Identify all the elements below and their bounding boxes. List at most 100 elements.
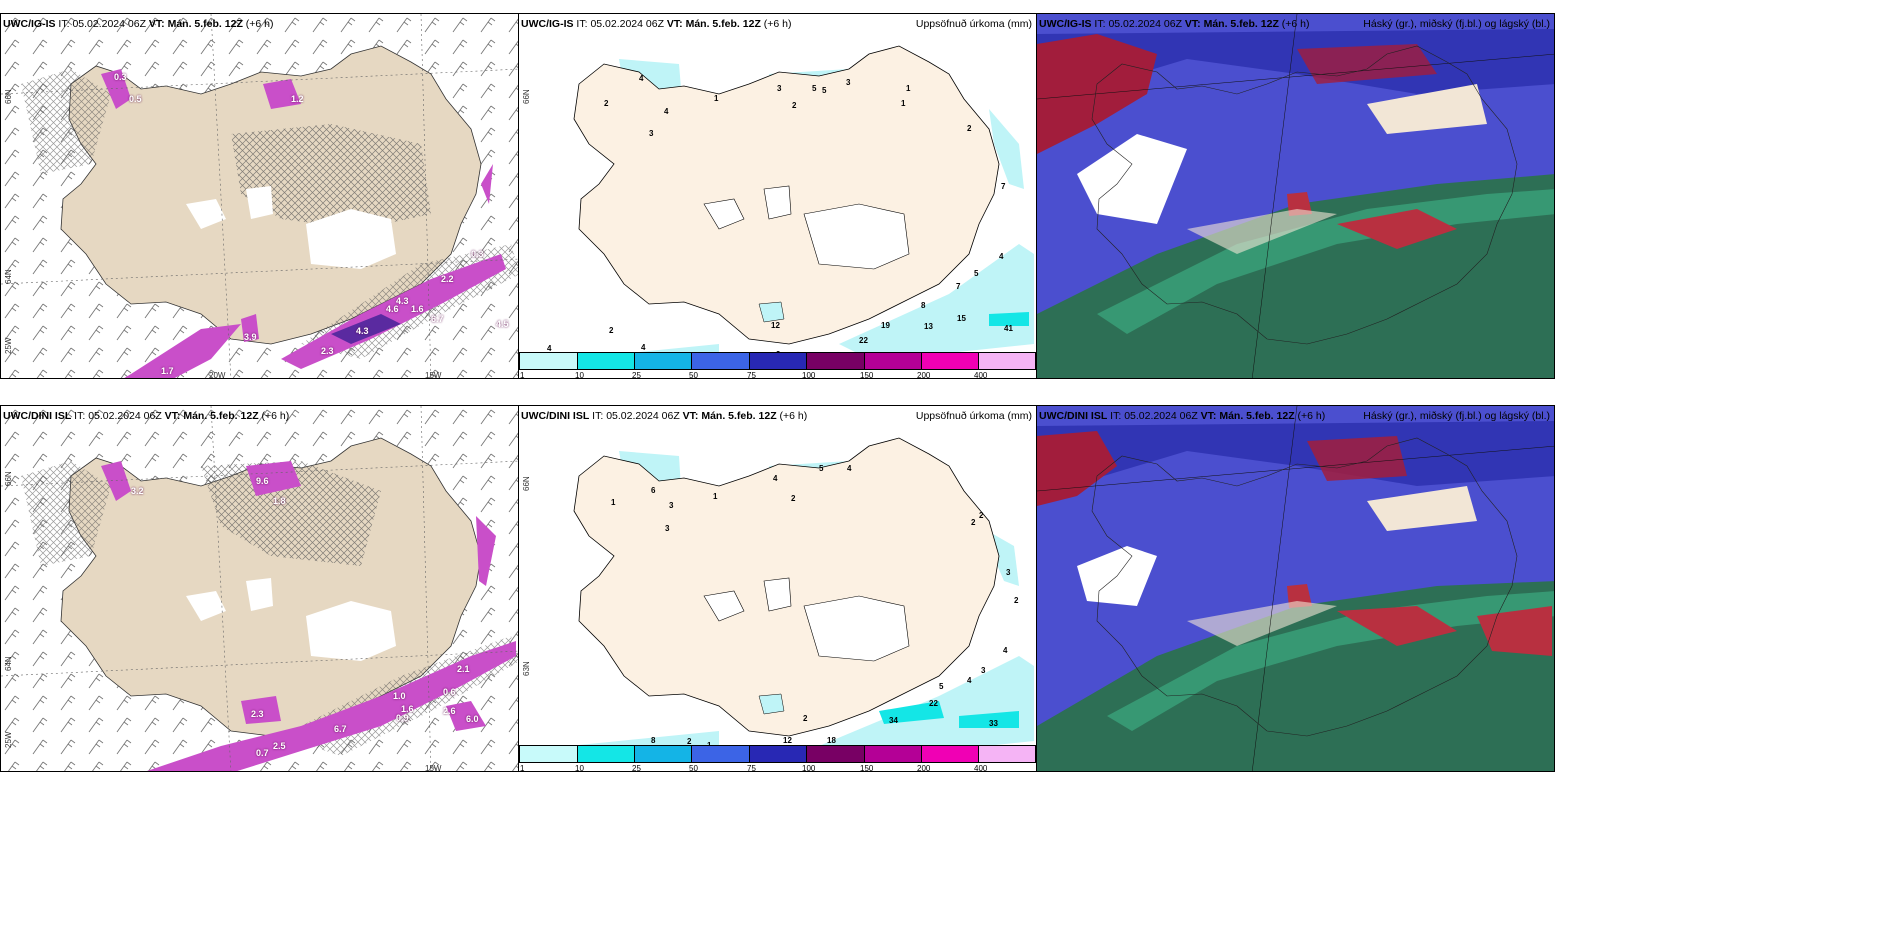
colorbar-segment: [577, 352, 634, 370]
colorbar-tick: 150: [860, 764, 874, 772]
panel-bottom-middle: UWC/DINI ISL IT: 05.02.2024 06Z VT: Mán.…: [518, 405, 1037, 772]
snow-value: 9.6: [256, 476, 269, 486]
precip-value: 3: [777, 84, 782, 93]
precip-value: 15: [957, 314, 966, 323]
snow-value: 0.3: [114, 72, 127, 82]
precip-value: 18: [827, 736, 836, 745]
lat-label: 66N: [4, 89, 13, 104]
precip-value: 2: [803, 714, 808, 723]
precip-value: 3: [1006, 568, 1011, 577]
colorbar-segment: [519, 352, 577, 370]
panel-top-left: UWC/IG-IS IT: 05.02.2024 06Z VT: Mán. 5.…: [0, 13, 519, 379]
colorbar-segment: [978, 745, 1036, 763]
precip-value: 1: [611, 498, 616, 507]
colorbar-tick: 400: [974, 764, 988, 772]
snow-value: 2.5: [273, 741, 286, 751]
precip-value: 33: [989, 719, 998, 728]
precip-value: 1: [901, 99, 906, 108]
precip-value: 4: [1003, 646, 1008, 655]
panel-title: Uppsöfnuð úrkoma (mm): [915, 18, 1032, 30]
precip-value: 1: [714, 94, 719, 103]
panel-top-middle: UWC/IG-IS IT: 05.02.2024 06Z VT: Mán. 5.…: [518, 13, 1037, 379]
snow-value: 4.3: [396, 296, 409, 306]
wind-snow-map: [1, 14, 518, 378]
colorbar-tick: 25: [632, 764, 641, 772]
precip-value: 2: [967, 124, 972, 133]
precip-value: 34: [889, 716, 898, 725]
snow-value: 6.7: [431, 314, 444, 324]
precip-value: 2: [971, 518, 976, 527]
colorbar-tick: 200: [917, 371, 931, 379]
colorbar-tick: 150: [860, 371, 874, 379]
precip-value: 4: [547, 344, 552, 353]
precip-value: 6: [651, 486, 656, 495]
snow-value: 2.2: [441, 274, 454, 284]
precip-value: 3: [649, 129, 654, 138]
precip-value: 4: [967, 676, 972, 685]
colorbar-segment: [691, 745, 749, 763]
snow-value: 1.8: [273, 496, 286, 506]
colorbar-segment: [519, 745, 577, 763]
colorbar-tick: 100: [802, 764, 816, 772]
snow-value: 3.9: [244, 332, 257, 342]
precip-value: 1: [906, 84, 911, 93]
colorbar-tick: 200: [917, 764, 931, 772]
lat-label: 64N: [4, 269, 13, 284]
precip-value: 12: [771, 321, 780, 330]
colorbar-segment: [749, 352, 806, 370]
colorbar-segment: [921, 745, 978, 763]
snow-value: 0.5: [129, 94, 142, 104]
cloud-map: [1037, 14, 1554, 378]
colorbar-segment: [978, 352, 1036, 370]
panel-bottom-right: UWC/DINI ISL IT: 05.02.2024 06Z VT: Mán.…: [1036, 405, 1555, 772]
lat-label: 25W: [4, 337, 13, 354]
precip-value: 3: [846, 78, 851, 87]
panel-top-right: UWC/IG-IS IT: 05.02.2024 06Z VT: Mán. 5.…: [1036, 13, 1555, 379]
panel-header: UWC/IG-IS IT: 05.02.2024 06Z VT: Mán. 5.…: [521, 18, 792, 30]
snow-value: 6.7: [334, 724, 347, 734]
lat-label: 25W: [4, 731, 13, 748]
panel-header: UWC/IG-IS IT: 05.02.2024 06Z VT: Mán. 5.…: [1039, 18, 1310, 30]
snow-value: 4.5: [496, 319, 509, 329]
snow-value: 2.1: [457, 664, 470, 674]
precip-value: 1: [713, 492, 718, 501]
precip-value: 4: [773, 474, 778, 483]
colorbar-segment: [634, 352, 691, 370]
lat-label: 64N: [4, 656, 13, 671]
snow-value: 1.0: [393, 691, 406, 701]
panel-header: UWC/DINI ISL IT: 05.02.2024 06Z VT: Mán.…: [521, 410, 808, 422]
precip-value: 19: [881, 321, 890, 330]
precip-value: 2: [979, 511, 984, 520]
snow-value: 3.2: [131, 486, 144, 496]
colorbar-tick: 75: [747, 764, 756, 772]
colorbar-tick: 25: [632, 371, 641, 379]
colorbar-segment: [864, 745, 921, 763]
lat-label: 66N: [4, 471, 13, 486]
panel-header: UWC/IG-IS IT: 05.02.2024 06Z VT: Mán. 5.…: [3, 18, 274, 30]
colorbar-segment: [921, 352, 978, 370]
precip-value: 4: [641, 343, 646, 352]
panel-title: Háský (gr.), miðský (fj.bl.) og lágský (…: [1363, 410, 1550, 422]
precip-colorbar: 1 10 25 50 75 100 150 200 400: [519, 745, 1036, 771]
precip-value: 13: [924, 322, 933, 331]
lon-label: 15W: [425, 371, 442, 379]
colorbar-tick: 75: [747, 371, 756, 379]
snow-value: 1.6: [401, 704, 414, 714]
precip-value: 7: [1001, 182, 1006, 191]
lon-label: 15W: [425, 764, 442, 772]
precip-value: 8: [651, 736, 656, 745]
lat-label: 63N: [522, 661, 531, 676]
colorbar-segment: [634, 745, 691, 763]
lon-label: 20W: [209, 371, 226, 379]
panel-header: UWC/DINI ISL IT: 05.02.2024 06Z VT: Mán.…: [1039, 410, 1326, 422]
colorbar-segment: [749, 745, 806, 763]
precip-value: 2: [609, 326, 614, 335]
snow-value: 2.3: [321, 346, 334, 356]
panel-bottom-left: UWC/DINI ISL IT: 05.02.2024 06Z VT: Mán.…: [0, 405, 519, 772]
precip-value: 4: [999, 252, 1004, 261]
precip-value: 41: [1004, 324, 1013, 333]
precip-value: 4: [847, 464, 852, 473]
colorbar-tick: 1: [520, 764, 525, 772]
colorbar-segment: [806, 745, 864, 763]
precip-value: 4: [664, 107, 669, 116]
